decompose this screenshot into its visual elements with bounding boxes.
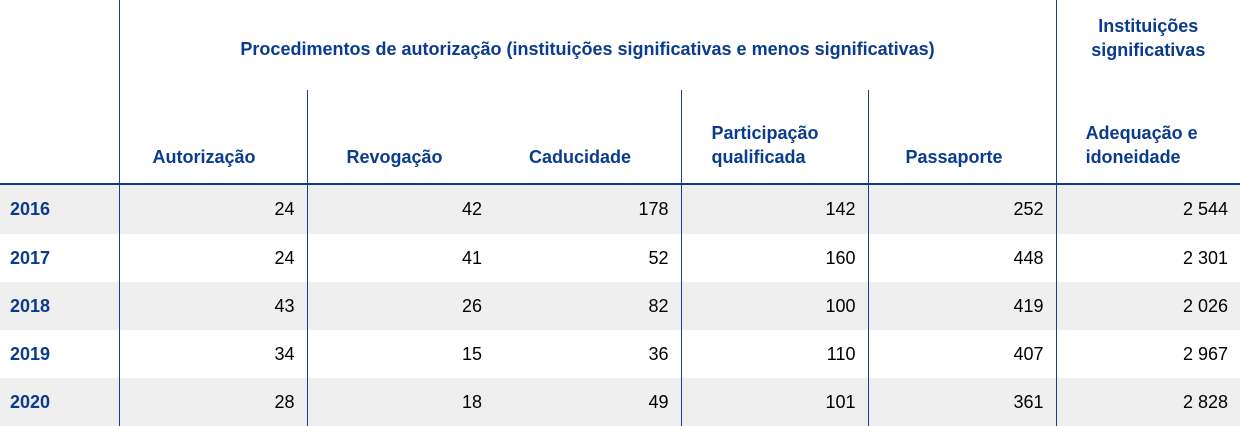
cell-revogacao: 41: [306, 234, 494, 282]
cell-participacao: 101: [680, 378, 868, 426]
cell-participacao: 100: [680, 282, 868, 330]
cell-caducidade: 82: [494, 282, 681, 330]
column-header-passaporte: Passaporte: [867, 90, 1057, 185]
column-header-participacao: Participação qualificada: [680, 90, 868, 185]
cell-participacao: 142: [680, 184, 868, 234]
cell-participacao: 160: [680, 234, 868, 282]
row-year: 2020: [0, 378, 119, 426]
table-row: 2018 43 26 82 100 419 2 026: [0, 282, 1240, 330]
row-year: 2017: [10, 247, 51, 268]
cell-adequacao: 2 544: [1055, 184, 1240, 234]
corner-cell: [0, 0, 119, 90]
cell-passaporte: 448: [867, 234, 1057, 282]
cell-passaporte: 407: [867, 330, 1057, 378]
group-header-procedures: Procedimentos de autorização (instituiçõ…: [118, 0, 1057, 90]
column-header-autorizacao: Autorização: [118, 90, 307, 185]
column-header-caducidade: Caducidade: [494, 90, 681, 185]
column-header-adequacao: Adequação e idoneidade: [1055, 90, 1240, 185]
year-column-header: [0, 90, 119, 185]
table-row: 2019 34 15 36 110 407 2 967: [0, 330, 1240, 378]
cell-caducidade: 178: [494, 184, 681, 234]
cell-revogacao: 42: [306, 184, 494, 234]
row-year: 2019: [10, 343, 51, 364]
cell-passaporte: 361: [867, 378, 1057, 426]
cell-revogacao: 26: [306, 282, 494, 330]
cell-autorizacao: 24: [118, 184, 307, 234]
table-row: 2020 28 18 49 101 361 2 828: [0, 378, 1240, 426]
table-row: 2017 24 41 52 160 448 2 301: [0, 234, 1240, 282]
cell-caducidade: 49: [494, 378, 681, 426]
row-year: 2018: [0, 282, 119, 330]
cell-participacao: 110: [680, 330, 868, 378]
cell-autorizacao: 34: [118, 330, 307, 378]
cell-adequacao: 2 828: [1055, 378, 1240, 426]
cell-caducidade: 52: [648, 247, 669, 268]
row-year: 2016: [0, 184, 119, 234]
cell-adequacao: 2 967: [1055, 330, 1240, 378]
cell-passaporte: 252: [867, 184, 1057, 234]
group-header-significant: Instituições significativas: [1055, 0, 1240, 90]
cell-autorizacao: 24: [118, 234, 307, 282]
cell-adequacao: 2 301: [1055, 234, 1240, 282]
cell-caducidade: 36: [648, 343, 669, 364]
cell-adequacao: 2 026: [1055, 282, 1240, 330]
cell-passaporte: 419: [867, 282, 1057, 330]
column-header-revogacao: Revogação: [306, 90, 494, 185]
cell-autorizacao: 43: [118, 282, 307, 330]
cell-revogacao: 18: [306, 378, 494, 426]
cell-autorizacao: 28: [118, 378, 307, 426]
cell-revogacao: 15: [306, 330, 494, 378]
table-row: 2016 24 42 178 142 252 2 544: [0, 184, 1240, 234]
